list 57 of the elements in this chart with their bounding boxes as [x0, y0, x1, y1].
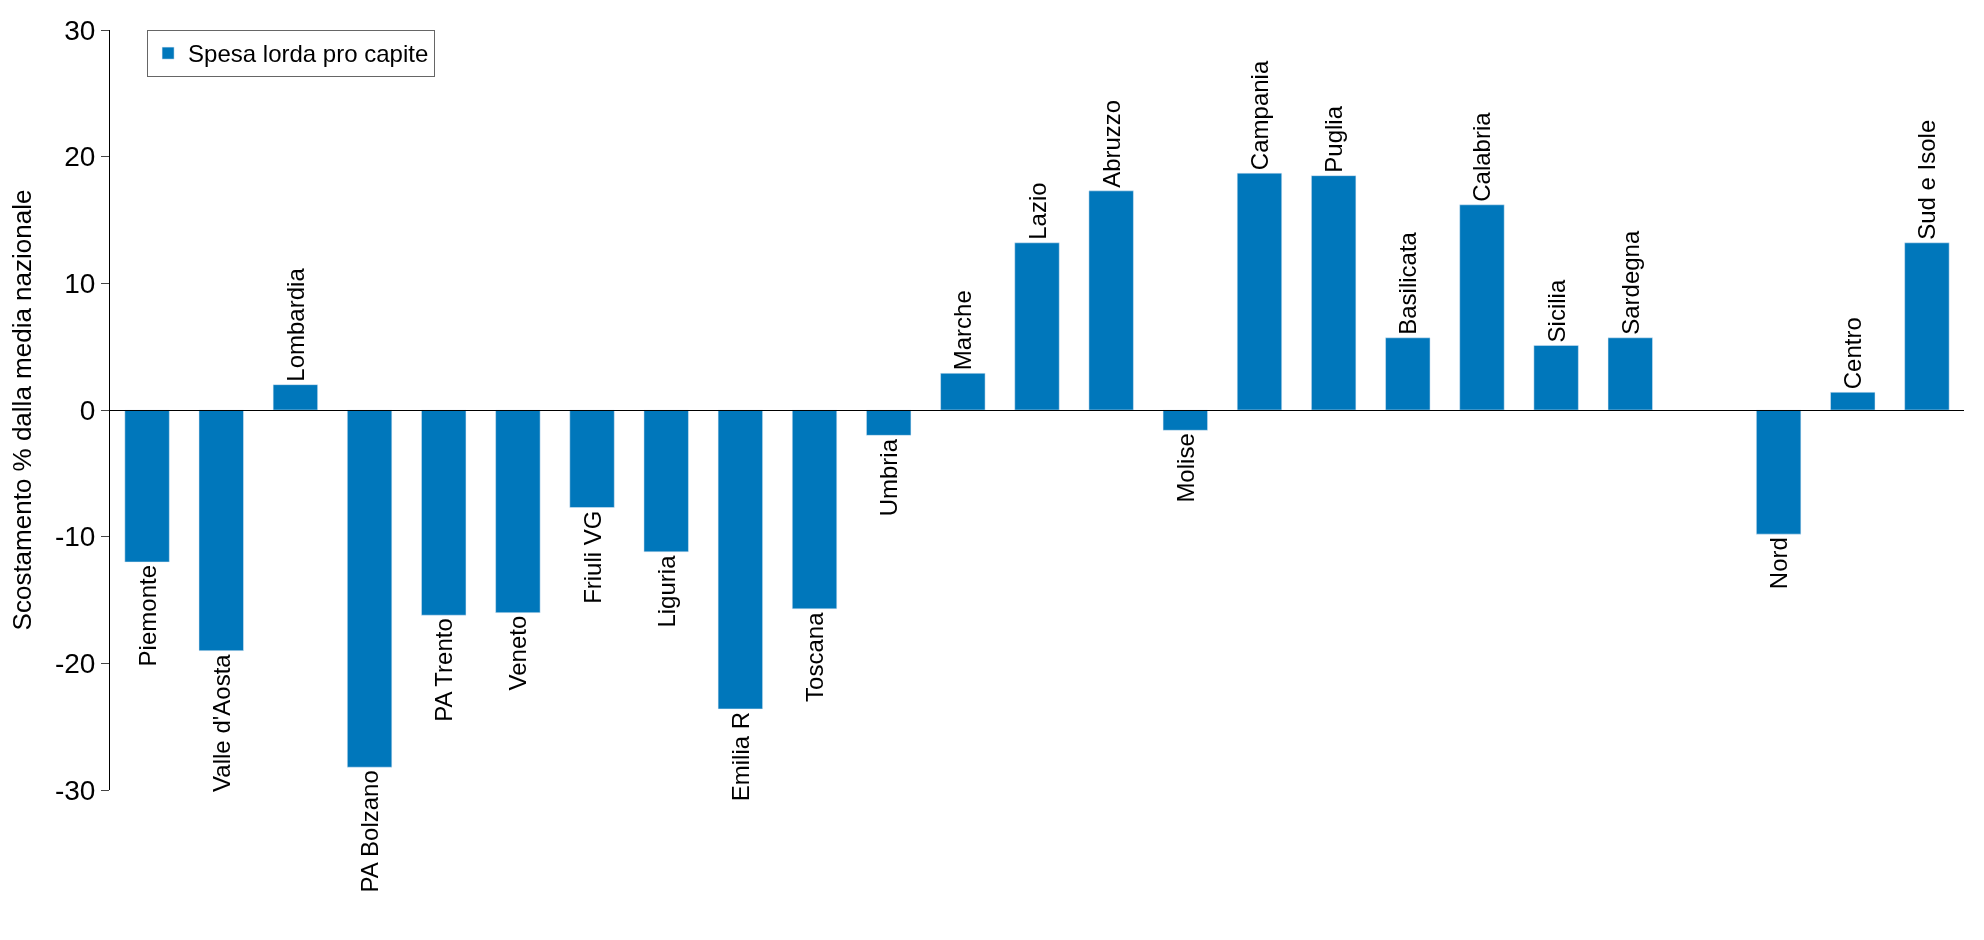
bar	[1533, 345, 1579, 411]
bar	[1236, 172, 1282, 411]
bar	[1607, 337, 1653, 411]
y-tick-label: 20	[64, 141, 96, 173]
bar	[1756, 409, 1802, 535]
x-tick-label: Molise	[1171, 433, 1199, 503]
bar	[1162, 409, 1208, 431]
y-tick-label: 30	[64, 14, 96, 46]
y-tick-label: 0	[79, 394, 96, 426]
x-tick-label: Campania	[1245, 60, 1273, 171]
y-axis-title: Scostamento % dalla media nazionale	[7, 189, 38, 631]
x-tick-label: Toscana	[801, 611, 829, 702]
bar	[1385, 337, 1431, 411]
x-tick-label: PA Trento	[430, 618, 458, 722]
y-tick-label: -20	[54, 648, 96, 680]
bar	[124, 409, 170, 563]
bar	[421, 409, 467, 616]
bar	[1088, 190, 1134, 411]
x-tick-label: Sardegna	[1616, 230, 1644, 335]
x-tick-label: Emilia R	[726, 711, 754, 802]
x-tick-label: Basilicata	[1394, 231, 1422, 335]
bar	[569, 409, 615, 508]
bar	[792, 409, 838, 610]
x-tick-label: Piemonte	[133, 565, 161, 667]
x-tick-label: Sicilia	[1542, 279, 1570, 343]
bar	[272, 384, 318, 411]
x-tick-label: Lombardia	[281, 267, 309, 382]
x-tick-label: Nord	[1765, 537, 1793, 590]
x-tick-label: Centro	[1839, 317, 1867, 390]
bar	[1311, 175, 1357, 411]
x-tick-label: Veneto	[504, 615, 532, 691]
bar	[495, 409, 541, 613]
x-tick-label: Valle d'Aosta	[207, 653, 235, 792]
bar	[1904, 242, 1950, 411]
x-tick-label: Lazio	[1023, 182, 1051, 240]
bar	[643, 409, 689, 553]
bar	[198, 409, 244, 651]
legend-label: Spesa lorda pro capite	[188, 40, 429, 68]
x-tick-label: Umbria	[875, 438, 903, 517]
bar	[1459, 204, 1505, 411]
bar	[1830, 392, 1876, 411]
x-tick-label: Abruzzo	[1097, 99, 1125, 188]
bar	[940, 373, 986, 411]
bar	[1014, 242, 1060, 411]
x-tick-label: Sud e Isole	[1913, 119, 1941, 240]
bar	[717, 409, 763, 710]
x-tick-label: Friuli VG	[578, 510, 606, 604]
bar	[866, 409, 912, 436]
y-tick-label: -30	[54, 774, 96, 806]
x-tick-label: Puglia	[1320, 105, 1348, 173]
x-tick-label: Calabria	[1468, 111, 1496, 202]
x-tick-label: Liguria	[652, 554, 680, 628]
x-tick-label: Marche	[949, 290, 977, 371]
y-tick-label: 10	[64, 268, 96, 300]
bar	[347, 409, 393, 768]
y-tick-label: -10	[54, 521, 96, 553]
x-tick-label: PA Bolzano	[356, 770, 384, 893]
